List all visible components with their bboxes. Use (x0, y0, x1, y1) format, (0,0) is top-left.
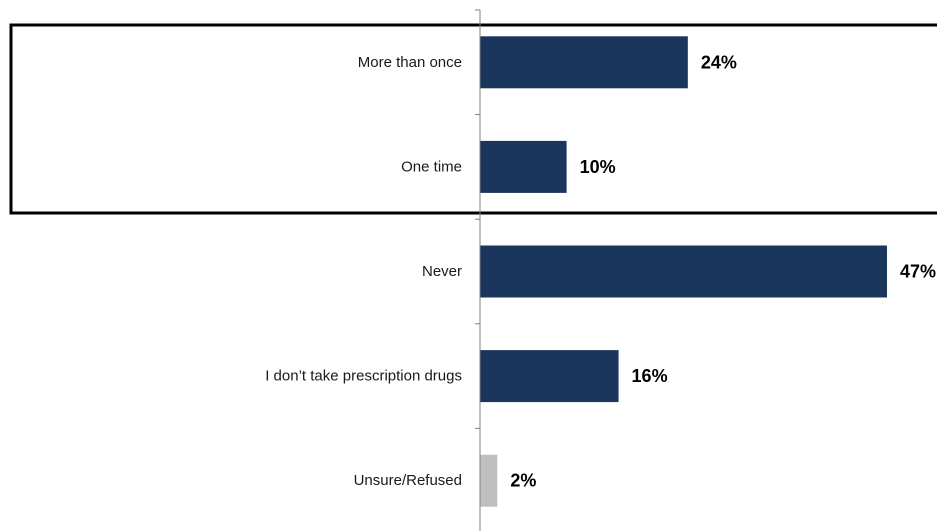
category-label-more-than-once: More than once (358, 54, 462, 71)
value-label-one-time: 10% (580, 157, 616, 177)
value-label-more-than-once: 24% (701, 52, 737, 72)
bar-i-don-t-take-prescription-drugs (480, 350, 619, 403)
category-label-never: Never (422, 263, 462, 280)
bar-never (480, 245, 887, 298)
category-label-unsure-refused: Unsure/Refused (354, 472, 462, 489)
category-label-one-time: One time (401, 158, 462, 175)
bar-more-than-once (480, 36, 688, 89)
value-label-unsure-refused: 2% (510, 471, 536, 491)
value-label-i-don-t-take-prescription-drugs: 16% (632, 366, 668, 386)
chart-marks: More than once 24% One time 10% Never 47% I do… (265, 36, 936, 507)
bar-unsure-refused (480, 454, 498, 507)
axis-ticks (475, 9, 480, 429)
bar-one-time (480, 140, 567, 193)
category-label-i-don-t-take-prescription-drugs: I don’t take prescription drugs (265, 368, 462, 385)
value-label-never: 47% (900, 262, 936, 282)
highlight-box (9, 23, 937, 215)
